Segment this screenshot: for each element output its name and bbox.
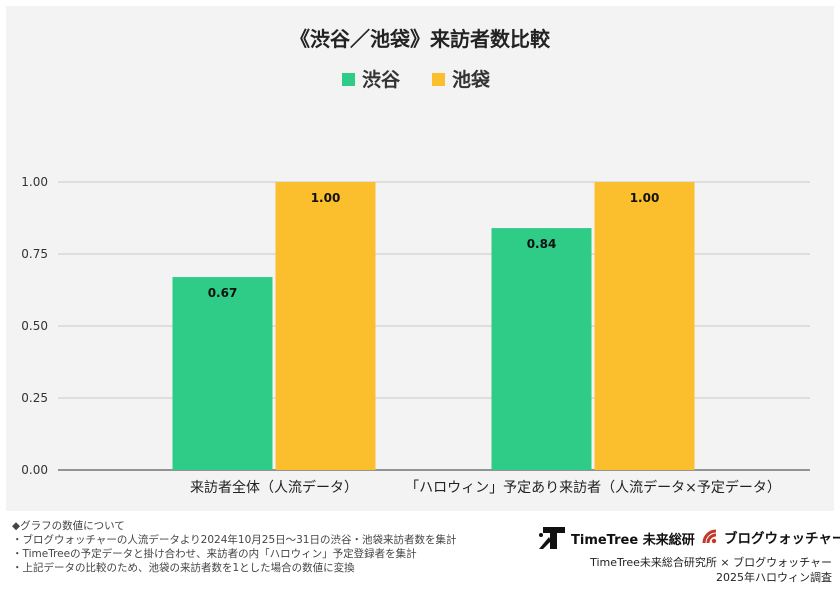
bars (172, 182, 695, 470)
y-tick-label: 0.25 (21, 391, 48, 405)
bar (594, 182, 695, 470)
note-heading: ◆グラフの数値について (12, 520, 125, 532)
credit-line-2: 2025年ハロウィン調査 (716, 571, 832, 584)
timetree-logo-text: TimeTree 未来総研 (571, 532, 695, 548)
chart-panel: 《渋谷／池袋》来訪者数比較 渋谷 池袋 0.00 0.25 0.50 0.75 1.00 … (6, 6, 834, 511)
data-label: 0.67 (208, 286, 238, 300)
note-line-3: ・上記データの比較のため、池袋の来訪者数を1とした場合の数値に変換 (12, 562, 355, 574)
legend-label-2: 池袋 (452, 68, 491, 91)
credit-line-1: TimeTree未来総合研究所 × ブログウォッチャー (590, 556, 832, 569)
timetree-icon (539, 527, 565, 549)
footer: ◆グラフの数値について ・ブログウォッチャーの人流データより2024年10月25… (0, 512, 840, 589)
y-axis-ticks: 0.00 0.25 0.50 0.75 1.00 (21, 175, 48, 477)
data-label: 1.00 (311, 191, 341, 205)
category-labels: 来訪者全体（人流データ） 「ハロウィン」予定あり来訪者（人流データ×予定データ） (190, 479, 781, 496)
blogwatcher-logo: ブログウォッチャー (702, 527, 840, 547)
bar (275, 182, 376, 470)
y-tick-label: 0.50 (21, 319, 48, 333)
y-tick-label: 1.00 (21, 175, 48, 189)
y-tick-label: 0.00 (21, 463, 48, 477)
bar (172, 277, 273, 470)
bar (491, 228, 592, 470)
gridlines (58, 181, 810, 471)
bar-chart: 《渋谷／池袋》来訪者数比較 渋谷 池袋 0.000.250.500.751.00 … (21, 27, 810, 496)
legend-swatch-1 (342, 73, 355, 86)
timetree-logo: TimeTree 未来総研 (537, 525, 695, 551)
legend-swatch-2 (432, 73, 445, 86)
chart-title: 《渋谷／池袋》来訪者数比較 (290, 27, 551, 51)
y-tick-label: 0.75 (21, 247, 48, 261)
data-label: 0.84 (527, 237, 557, 251)
category-label: 来訪者全体（人流データ） (190, 479, 358, 496)
legend: 渋谷 池袋 (342, 68, 491, 91)
data-labels: 0.67 1.00 0.84 1.00 (208, 191, 660, 300)
note-line-2: ・TimeTreeの予定データと掛け合わせ、来訪者の内「ハロウィン」予定登録者を… (12, 548, 417, 560)
blogwatcher-icon (702, 529, 717, 544)
blogwatcher-logo-text: ブログウォッチャー (724, 531, 840, 547)
note-line-1: ・ブログウォッチャーの人流データより2024年10月25日～31日の渋谷・池袋来… (12, 534, 457, 546)
category-label: 「ハロウィン」予定あり来訪者（人流データ×予定データ） (405, 479, 781, 496)
data-label: 1.00 (630, 191, 660, 205)
legend-label-1: 渋谷 (362, 68, 401, 91)
